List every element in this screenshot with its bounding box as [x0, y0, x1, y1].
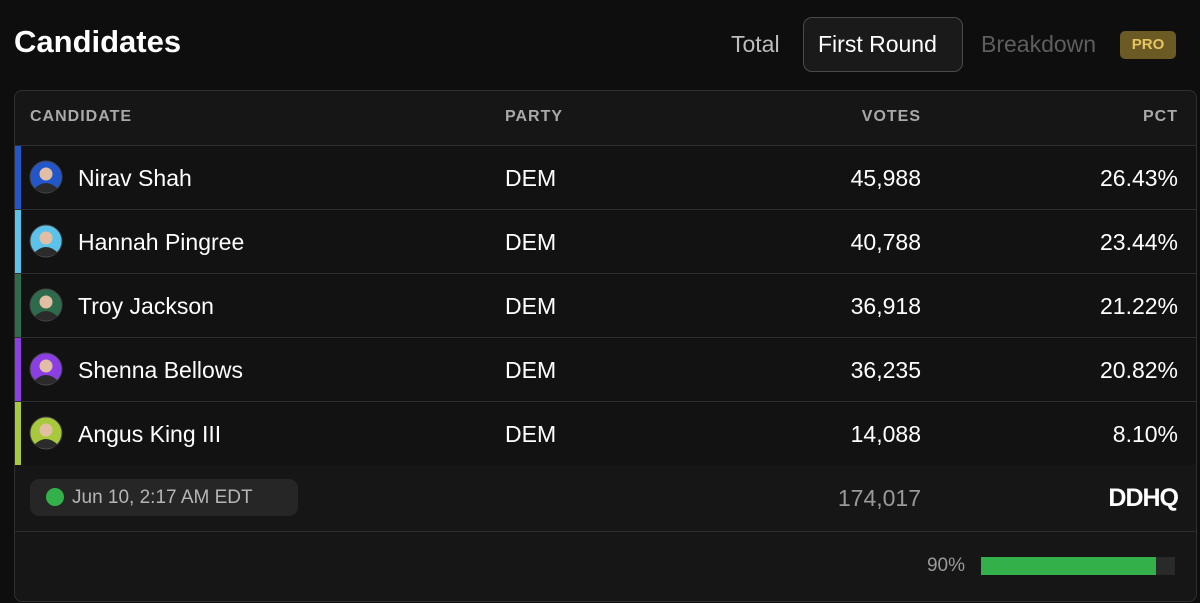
tab[interactable]: First Round	[818, 31, 937, 57]
row	[15, 273, 1196, 337]
avatar-icon	[29, 416, 63, 450]
party: DEM	[505, 421, 557, 447]
votes: 40,788	[850, 229, 921, 255]
avatar-icon	[29, 224, 63, 258]
avatar-icon	[29, 288, 63, 322]
pct: 21.22%	[1099, 293, 1178, 319]
party: DEM	[505, 357, 557, 383]
pct: 23.44%	[1099, 229, 1178, 255]
column-header: VOTES	[861, 108, 921, 125]
column-header: PARTY	[505, 108, 564, 125]
party: DEM	[505, 165, 557, 191]
votes: 36,235	[850, 357, 921, 383]
candidate-name: Nirav Shah	[78, 165, 192, 191]
row	[15, 337, 1196, 401]
column-header: CANDIDATE	[30, 108, 133, 125]
party: DEM	[505, 293, 557, 319]
pct: 8.10%	[1112, 421, 1178, 447]
status-pill	[30, 479, 298, 516]
active-tab-box[interactable]	[803, 17, 963, 72]
votes: 36,918	[850, 293, 921, 319]
status-dot	[46, 488, 64, 506]
row	[15, 401, 1196, 465]
candidate-name: Hannah Pingree	[78, 229, 245, 255]
candidate-name: Troy Jackson	[78, 293, 214, 319]
progress-fill	[981, 557, 1156, 575]
candidate-name: Angus King III	[78, 421, 222, 447]
tab[interactable]: Total	[731, 31, 780, 57]
avatar	[29, 224, 63, 258]
timestamp: Jun 10, 2:17 AM EDT	[72, 487, 253, 508]
party-color-bar	[15, 146, 21, 209]
candidate-name: Shenna Bellows	[78, 357, 243, 383]
party: DEM	[505, 229, 557, 255]
avatar	[29, 288, 63, 322]
avatar	[29, 416, 63, 450]
divider	[15, 531, 1196, 532]
column-header: PCT	[1143, 108, 1178, 125]
row	[15, 209, 1196, 273]
logo: DDHQ	[1108, 484, 1179, 512]
votes: 45,988	[850, 165, 921, 191]
party-color-bar	[15, 210, 21, 273]
row	[15, 145, 1196, 209]
pro-badge: PRO	[1120, 31, 1176, 59]
avatar-icon	[29, 352, 63, 386]
progress-label: 90%	[926, 555, 965, 576]
party-color-bar	[15, 338, 21, 401]
avatar	[29, 352, 63, 386]
party-color-bar	[15, 274, 21, 337]
total-votes: 174,017	[837, 485, 921, 511]
tab[interactable]: Breakdown	[981, 31, 1097, 57]
votes: 14,088	[850, 421, 921, 447]
pct: 20.82%	[1099, 357, 1178, 383]
party-color-bar	[15, 402, 21, 465]
avatar-icon	[29, 160, 63, 194]
pct: 26.43%	[1099, 165, 1178, 191]
title: Candidates	[14, 24, 182, 59]
avatar	[29, 160, 63, 194]
